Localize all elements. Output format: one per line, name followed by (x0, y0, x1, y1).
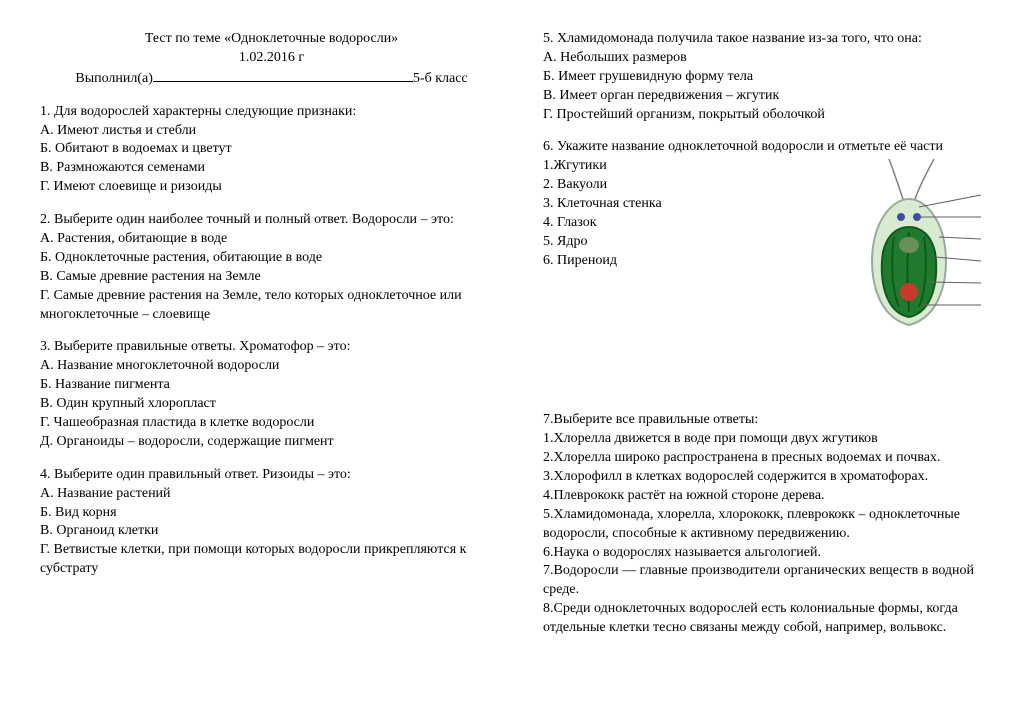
eyespot (900, 283, 918, 301)
q7-opt-6: 6.Наука о водорослях называется альголог… (543, 544, 984, 563)
right-column: 5. Хламидомонада получила такое название… (543, 30, 984, 652)
vacuole-2 (913, 213, 921, 221)
q1-opt-c: В. Размножаются семенами (40, 159, 503, 178)
q4-title: 4. Выберите один правильный ответ. Ризои… (40, 466, 503, 485)
flagellum-left (889, 159, 904, 202)
q7-opt-3: 3.Хлорофилл в клетках водорослей содержи… (543, 468, 984, 487)
left-column: Тест по теме «Одноклеточные водоросли» 1… (40, 30, 503, 652)
leader-1 (919, 195, 981, 207)
q5-opt-d: Г. Простейший организм, покрытый оболочк… (543, 106, 984, 125)
q4-opt-c: В. Органоид клетки (40, 522, 503, 541)
q6-title: 6. Укажите название одноклеточной водоро… (543, 138, 984, 157)
flagellum-right (914, 159, 934, 202)
test-date: 1.02.2016 г (40, 49, 503, 68)
q2-opt-d: Г. Самые древние растения на Земле, тело… (40, 287, 503, 325)
question-7: 7.Выберите все правильные ответы: 1.Хлор… (543, 411, 984, 638)
q1-opt-b: Б. Обитают в водоемах и цветут (40, 140, 503, 159)
q3-title: 3. Выберите правильные ответы. Хроматофо… (40, 338, 503, 357)
q4-opt-b: Б. Вид корня (40, 504, 503, 523)
q7-title: 7.Выберите все правильные ответы: (543, 411, 984, 430)
question-4: 4. Выберите один правильный ответ. Ризои… (40, 466, 503, 579)
q7-opt-8: 8.Среди одноклеточных водорослей есть ко… (543, 600, 984, 638)
q7-opt-4: 4.Плеврококк растёт на южной стороне дер… (543, 487, 984, 506)
q7-opt-1: 1.Хлорелла движется в воде при помощи дв… (543, 430, 984, 449)
q5-opt-b: Б. Имеет грушевидную форму тела (543, 68, 984, 87)
question-3: 3. Выберите правильные ответы. Хроматофо… (40, 338, 503, 451)
vacuole-1 (897, 213, 905, 221)
q3-opt-c: В. Один крупный хлоропласт (40, 395, 503, 414)
q2-opt-b: Б. Одноклеточные растения, обитающие в в… (40, 249, 503, 268)
question-6: 6. Укажите название одноклеточной водоро… (543, 138, 984, 397)
q7-opt-2: 2.Хлорелла широко распространена в пресн… (543, 449, 984, 468)
q2-opt-c: В. Самые древние растения на Земле (40, 268, 503, 287)
q7-opt-5: 5.Хламидомонада, хлорелла, хлорококк, пл… (543, 506, 984, 544)
q3-opt-a: А. Название многоклеточной водоросли (40, 357, 503, 376)
q3-opt-d: Г. Чашеобразная пластида в клетке водоро… (40, 414, 503, 433)
worksheet-page: Тест по теме «Одноклеточные водоросли» 1… (40, 30, 984, 652)
question-2: 2. Выберите один наиболее точный и полны… (40, 211, 503, 324)
q3-opt-b: Б. Название пигмента (40, 376, 503, 395)
q1-opt-d: Г. Имеют слоевище и ризоиды (40, 178, 503, 197)
q3-opt-e: Д. Органоиды – водоросли, содержащие пиг… (40, 433, 503, 452)
q5-opt-c: В. Имеет орган передвижения – жгутик (543, 87, 984, 106)
nucleus (899, 237, 919, 253)
leader-3 (939, 237, 981, 239)
question-1: 1. Для водорослей характерны следующие п… (40, 103, 503, 197)
q1-title: 1. Для водорослей характерны следующие п… (40, 103, 503, 122)
performed-label: Выполнил(а) (75, 71, 153, 86)
q4-opt-d: Г. Ветвистые клетки, при помощи которых … (40, 541, 503, 579)
class-label: 5-б класс (413, 71, 468, 86)
chlamydomonas-diagram (849, 157, 984, 347)
q5-title: 5. Хламидомонада получила такое название… (543, 30, 984, 49)
question-5: 5. Хламидомонада получила такое название… (543, 30, 984, 124)
cell-svg (849, 157, 984, 347)
q2-title: 2. Выберите один наиболее точный и полны… (40, 211, 503, 230)
q4-opt-a: А. Название растений (40, 485, 503, 504)
q5-opt-a: А. Небольших размеров (543, 49, 984, 68)
performed-row: Выполнил(а) 5-б класс (40, 68, 503, 89)
q1-opt-a: А. Имеют листья и стебли (40, 122, 503, 141)
q7-opt-7: 7.Водоросли — главные производители орга… (543, 562, 984, 600)
q2-opt-a: А. Растения, обитающие в воде (40, 230, 503, 249)
test-title: Тест по теме «Одноклеточные водоросли» (40, 30, 503, 49)
name-blank[interactable] (153, 68, 413, 82)
